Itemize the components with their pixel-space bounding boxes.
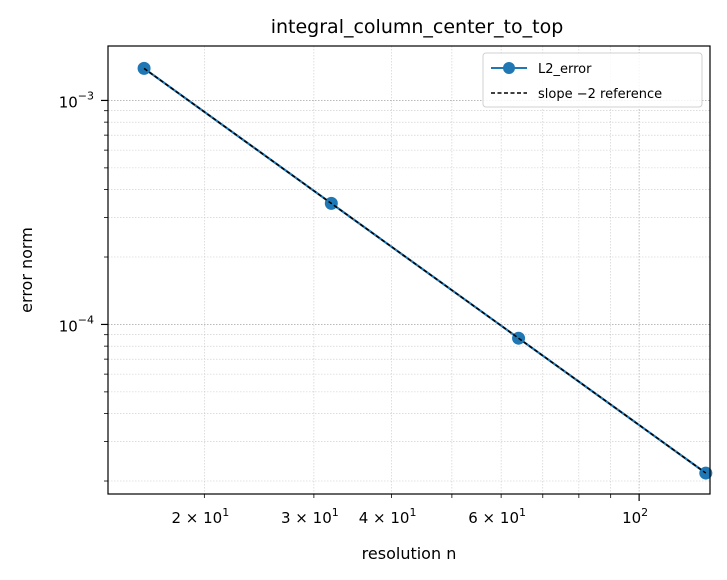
series-layer	[137, 61, 713, 480]
legend-box	[482, 52, 703, 108]
x-tick-label: 2 × 101	[171, 506, 229, 527]
x-tick-label: 3 × 101	[281, 506, 339, 527]
y-tick-label: 10−3	[59, 89, 94, 111]
x-tick-label: 102	[622, 506, 648, 527]
y-axis-label: error norm	[17, 227, 36, 313]
x-tick-label: 6 × 101	[468, 506, 526, 527]
reference-slope-line	[143, 67, 707, 474]
legend-swatch-l2-error-marker	[503, 62, 515, 74]
l2-error-point	[137, 61, 151, 75]
grid	[108, 46, 710, 494]
legend: L2_error slope −2 reference	[482, 52, 703, 108]
plot-frame	[107, 45, 711, 495]
y-tick-label: 10−4	[59, 313, 94, 335]
legend-label-reference: slope −2 reference	[538, 87, 662, 102]
x-tick-label: 4 × 101	[359, 506, 417, 527]
x-axis-label: resolution n	[362, 544, 457, 563]
l2-error-point	[699, 466, 713, 480]
legend-label-l2-error: L2_error	[538, 62, 592, 77]
chart-title: integral_column_center_to_top	[271, 16, 564, 38]
axis-ticks: 2 × 101 3 × 101 4 × 101 6 × 101 102 10−3 10−4	[59, 89, 648, 527]
